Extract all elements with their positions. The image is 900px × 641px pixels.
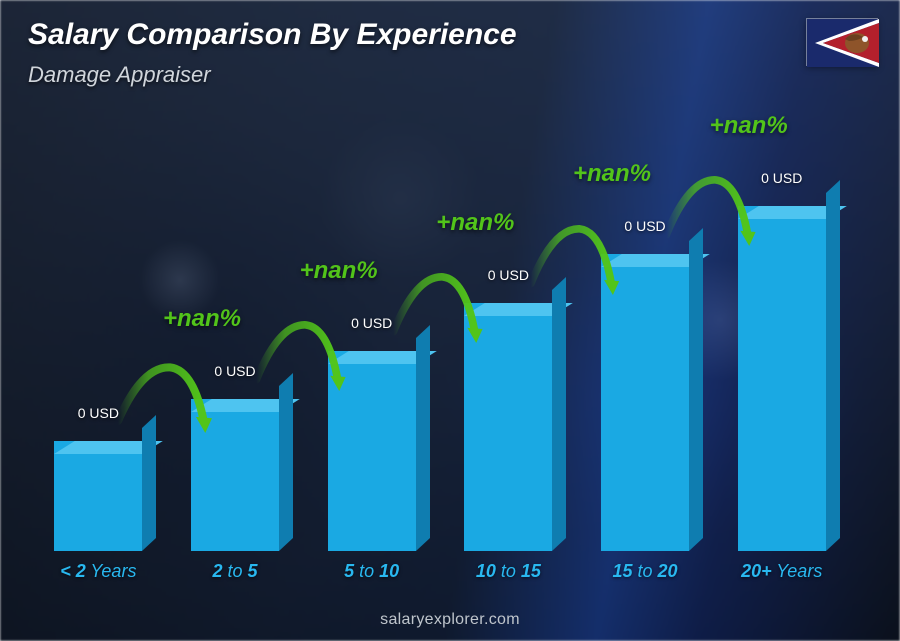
bar-front-face	[464, 303, 552, 551]
bar-chart: 0 USD 0 USD 0 USD 0 USD 0 USD 0 USD < 2 Years…	[30, 100, 850, 591]
bar-value-label: 0 USD	[761, 170, 802, 186]
bar-value-label: 0 USD	[214, 363, 255, 379]
bar-side-face	[689, 228, 703, 551]
x-axis: < 2 Years2 to 55 to 1010 to 1515 to 2020…	[30, 551, 850, 591]
x-axis-label: 15 to 20	[577, 551, 714, 591]
x-axis-label: 2 to 5	[167, 551, 304, 591]
x-axis-label: 20+ Years	[713, 551, 850, 591]
footer-credit: salaryexplorer.com	[0, 611, 900, 629]
infographic-wrap: Salary Comparison By Experience Damage A…	[0, 0, 900, 641]
bar-column: 0 USD	[440, 267, 577, 551]
bar-value-label: 0 USD	[624, 218, 665, 234]
bar-column: 0 USD	[577, 218, 714, 551]
bar-front-face	[328, 351, 416, 551]
bar-column: 0 USD	[30, 405, 167, 551]
bar	[601, 254, 689, 551]
bar	[54, 441, 142, 551]
bar-side-face	[142, 415, 156, 551]
chart-subtitle: Damage Appraiser	[28, 62, 211, 88]
x-axis-label: 5 to 10	[303, 551, 440, 591]
bar-value-label: 0 USD	[78, 405, 119, 421]
bar	[191, 399, 279, 551]
bar-column: 0 USD	[167, 363, 304, 551]
bar-column: 0 USD	[713, 170, 850, 551]
bar	[464, 303, 552, 551]
bar-value-label: 0 USD	[351, 315, 392, 331]
bar-side-face	[552, 277, 566, 551]
x-axis-label: < 2 Years	[30, 551, 167, 591]
bar-front-face	[601, 254, 689, 551]
chart-title: Salary Comparison By Experience	[28, 18, 517, 52]
bar-column: 0 USD	[303, 315, 440, 551]
bar-side-face	[826, 180, 840, 551]
flag-icon	[806, 18, 878, 66]
bar-side-face	[416, 325, 430, 551]
bar	[738, 206, 826, 551]
bar	[328, 351, 416, 551]
bar-front-face	[54, 441, 142, 551]
bar-front-face	[191, 399, 279, 551]
bar-side-face	[279, 373, 293, 551]
x-axis-label: 10 to 15	[440, 551, 577, 591]
bar-value-label: 0 USD	[488, 267, 529, 283]
bars-container: 0 USD 0 USD 0 USD 0 USD 0 USD 0 USD	[30, 100, 850, 551]
flag-eagle-head	[862, 36, 868, 42]
bar-front-face	[738, 206, 826, 551]
